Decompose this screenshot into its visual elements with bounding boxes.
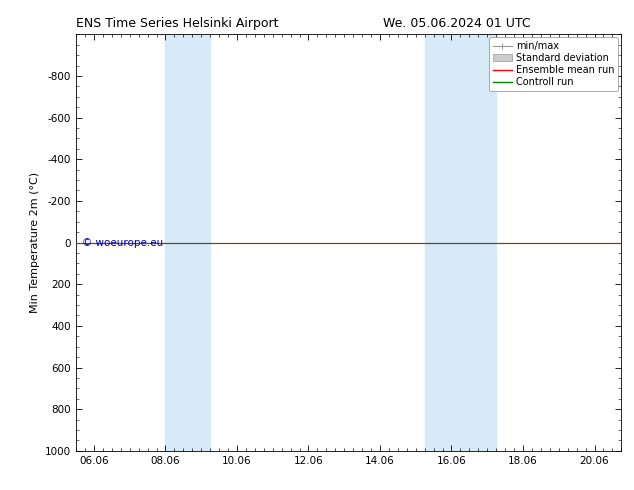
Text: © woeurope.eu: © woeurope.eu — [82, 238, 163, 247]
Bar — [425, 34, 496, 451]
Y-axis label: Min Temperature 2m (°C): Min Temperature 2m (°C) — [30, 172, 39, 313]
Legend: min/max, Standard deviation, Ensemble mean run, Controll run: min/max, Standard deviation, Ensemble me… — [489, 37, 618, 91]
Bar — [165, 34, 210, 451]
Text: We. 05.06.2024 01 UTC: We. 05.06.2024 01 UTC — [383, 17, 530, 30]
Text: ENS Time Series Helsinki Airport: ENS Time Series Helsinki Airport — [76, 17, 279, 30]
